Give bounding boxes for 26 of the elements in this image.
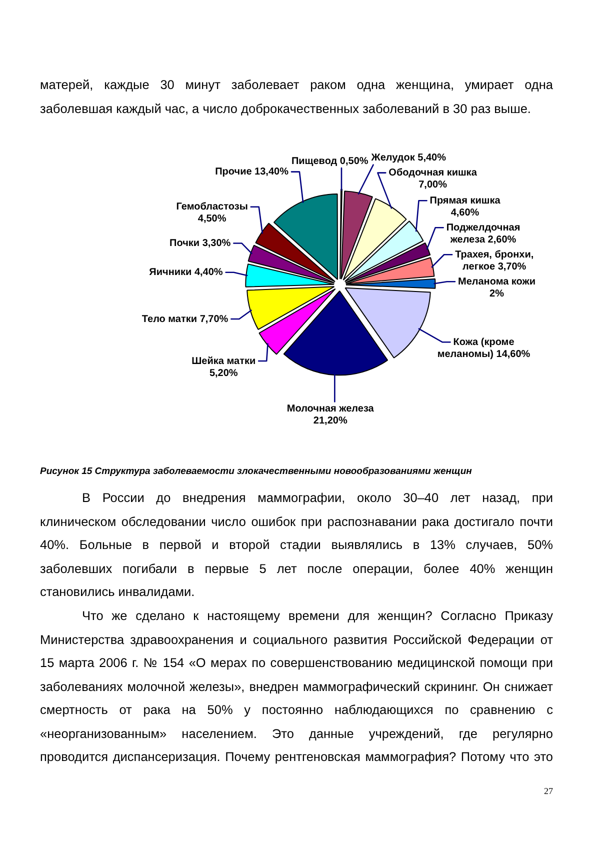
slice-label: Кожа (кроме меланомы) 14,60%	[437, 336, 530, 360]
text: матерей, каждые 30 минут заболевает раком одна женщина, умирает одна заболевшая каждый час, а число доброкачественных заболеваний в 30 раз выше.	[40, 76, 553, 118]
text: 27	[544, 786, 553, 796]
data-label: 5,20%	[209, 368, 238, 379]
slice-label: Меланома кожи	[458, 276, 536, 288]
slice-label: Ободочная кишка	[388, 168, 478, 179]
data-label: 7,00%	[418, 180, 448, 191]
text: В России до внедрения маммографии, около 30–40 лет назад, при клиническом обследовании число ошибок при распознавании рака достигало почти 40%. Больные в первой и второй стадии выявлялись в 13% случаев, 50% заболевших погибали в первые 5 лет после операции, более 40% женщин становились инвалидами.	[40, 489, 553, 601]
slice-label: Молочная железа	[286, 404, 374, 415]
data-label: 2%	[490, 288, 504, 300]
data-label: 4,60%	[450, 207, 480, 218]
slice-label: Яичники 4,40%	[149, 267, 223, 278]
slice-label: Почки 3,30%	[170, 238, 231, 249]
slice-label: Желудок 5,40%	[370, 152, 446, 164]
slice-label: Прямая кишка	[430, 195, 501, 206]
slice-label: Поджелдочная железа 2,60%	[446, 222, 520, 246]
slice-label: Шейка матки	[192, 356, 256, 367]
data-label: 4,50%	[198, 214, 226, 225]
text: Что же сделано к настоящему времени для женщин? Согласно Приказу Министерства здравоохранения и социального развития Российской Федерации от 15 марта 2006 г. № 154 «О мерах по совершенствованию медицинской помощи при заболеваниях молочной железы», внедрен маммографический скрининг. Он снижает смертность от рака на 50% у постоянно наблюдающихся по сравнению с «неорганизованным» населением. Это данные учреждений, где регулярно проводится диспансеризация. Почему рентгеновская маммография? Потому что это	[40, 607, 553, 766]
text: Рисунок 15 Структура заболеваемости злокачественными новообразованиями женщин	[40, 466, 472, 477]
slice-label: Прочие 13,40%	[215, 166, 289, 178]
slice-label: Пищевод 0,50%	[291, 156, 368, 167]
slice-label: Трахея, бронхи, легкое 3,70%	[455, 249, 534, 272]
data-label: 21,20%	[313, 416, 348, 427]
slice-label: Гемобластозы	[176, 202, 248, 213]
slice-label: Тело матки 7,70%	[142, 314, 228, 325]
